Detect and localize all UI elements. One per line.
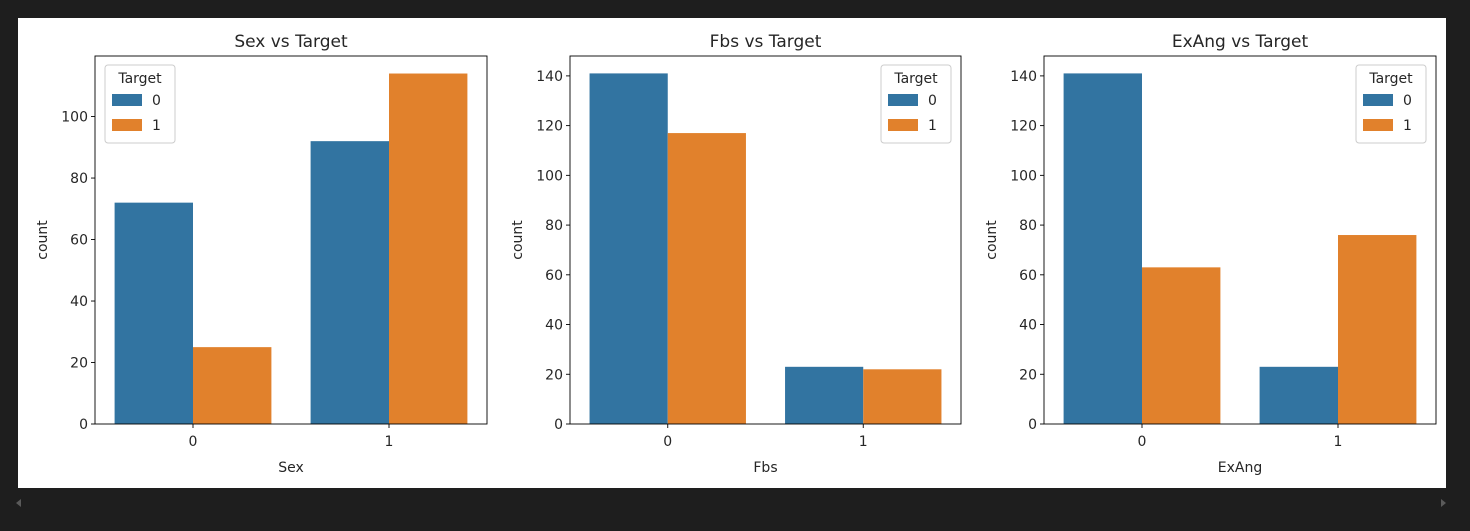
legend-label: 1 (152, 118, 161, 134)
chart-panel-0: 0 20 40 60 80 100 0 1 Sex vs Target Sex count Targe… (35, 32, 488, 476)
x-tick-label: 1 (385, 434, 394, 450)
bar-fbs-1-target-1 (863, 369, 942, 424)
chart-figure: 0 20 40 60 80 100 0 1 Sex vs Target Sex count Targe… (18, 18, 1446, 488)
y-axis-label: count (984, 220, 1000, 260)
y-tick-label: 120 (1010, 119, 1037, 135)
y-tick-label: 0 (1028, 417, 1037, 433)
y-tick-label: 140 (536, 69, 563, 85)
legend-title: Target (893, 71, 938, 87)
legend-label: 0 (928, 93, 937, 109)
y-tick-label: 60 (545, 268, 563, 284)
legend-swatch-1 (888, 119, 918, 131)
x-tick-label: 0 (1138, 434, 1147, 450)
y-tick-label: 40 (545, 318, 563, 334)
chart-panel-2: 0 20 40 60 80 100 120 140 0 1 ExAng vs Target ExAng… (984, 32, 1437, 476)
chart-panel-1: 0 20 40 60 80 100 120 140 0 1 Fbs vs Target Fbs coun… (510, 32, 962, 476)
legend: Target 0 1 (1355, 64, 1427, 144)
legend: Target 0 1 (104, 64, 176, 144)
y-tick-label: 60 (70, 233, 88, 249)
x-tick-label: 0 (663, 434, 672, 450)
chart-title: ExAng vs Target (1172, 32, 1309, 52)
legend-label: 1 (1403, 118, 1412, 134)
legend-swatch-1 (112, 119, 142, 131)
legend-swatch-0 (112, 94, 142, 106)
x-tick-label: 1 (1334, 434, 1343, 450)
y-tick-label: 100 (1010, 168, 1037, 184)
y-tick-label: 120 (536, 119, 563, 135)
y-tick-label: 80 (545, 218, 563, 234)
bar-fbs-1-target-0 (785, 366, 864, 424)
legend-label: 0 (152, 93, 161, 109)
legend-title: Target (1368, 71, 1413, 87)
legend-label: 0 (1403, 93, 1412, 109)
x-axis-label: Sex (278, 460, 304, 476)
plot-frame (1043, 55, 1437, 425)
legend-swatch-0 (1363, 94, 1393, 106)
scroll-right-arrow-icon[interactable] (1441, 499, 1446, 507)
x-tick-label: 1 (859, 434, 868, 450)
x-axis-label: ExAng (1218, 460, 1262, 476)
bar-sex-0-target-1 (193, 347, 272, 424)
legend: Target 0 1 (880, 64, 952, 144)
y-tick-label: 20 (545, 367, 563, 383)
bar-exang-1-target-0 (1259, 366, 1338, 424)
y-tick-label: 0 (79, 417, 88, 433)
y-tick-label: 40 (1019, 318, 1037, 334)
y-tick-label: 60 (1019, 268, 1037, 284)
chart-title: Fbs vs Target (710, 32, 822, 52)
x-tick-label: 0 (189, 434, 198, 450)
plot-frame (94, 55, 488, 425)
bar-exang-0-target-1 (1142, 267, 1221, 424)
y-tick-label: 100 (536, 168, 563, 184)
bar-sex-0-target-0 (114, 202, 193, 424)
bar-sex-1-target-1 (389, 73, 468, 425)
y-tick-label: 100 (61, 110, 88, 126)
y-tick-label: 20 (70, 356, 88, 372)
legend-title: Target (117, 71, 162, 87)
y-tick-label: 140 (1010, 69, 1037, 85)
legend-swatch-0 (888, 94, 918, 106)
bar-exang-1-target-1 (1338, 235, 1417, 424)
y-tick-label: 80 (70, 171, 88, 187)
y-tick-label: 0 (554, 417, 563, 433)
bar-fbs-0-target-0 (589, 73, 668, 425)
scroll-left-arrow-icon[interactable] (16, 499, 21, 507)
legend-swatch-1 (1363, 119, 1393, 131)
y-axis-label: count (510, 220, 526, 260)
y-tick-label: 20 (1019, 367, 1037, 383)
plot-frame (569, 55, 962, 425)
bar-sex-1-target-0 (310, 141, 389, 424)
legend-label: 1 (928, 118, 937, 134)
y-tick-label: 40 (70, 294, 88, 310)
bar-fbs-0-target-1 (667, 133, 746, 424)
bar-exang-0-target-0 (1063, 73, 1142, 425)
y-axis-label: count (35, 220, 51, 260)
x-axis-label: Fbs (753, 460, 777, 476)
chart-title: Sex vs Target (234, 32, 348, 52)
y-tick-label: 80 (1019, 218, 1037, 234)
